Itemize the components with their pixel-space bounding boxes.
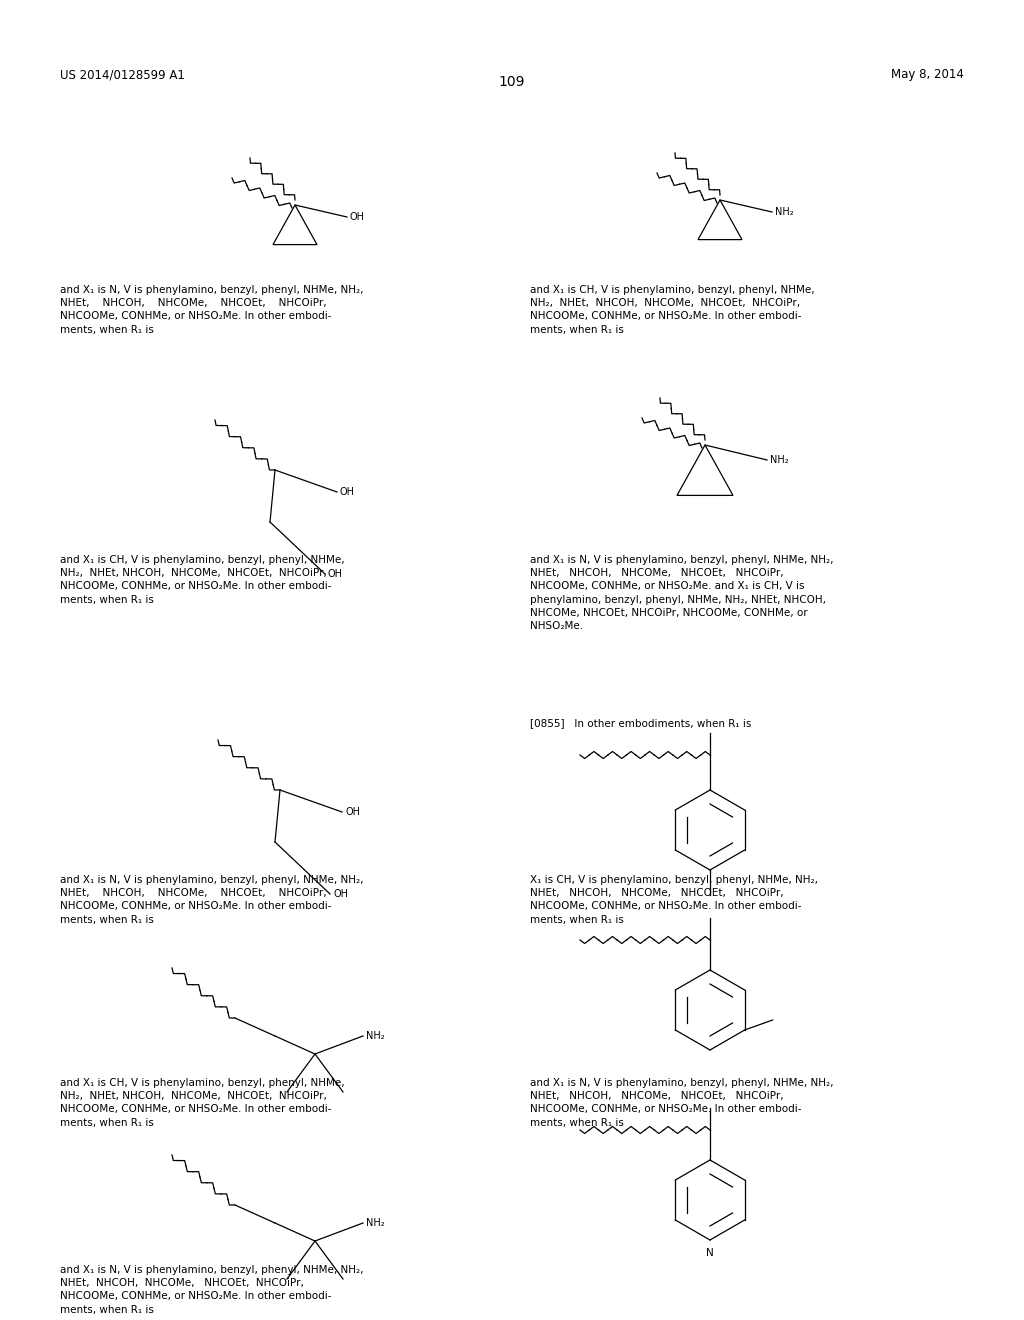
Text: OH: OH (340, 487, 355, 498)
Text: and X₁ is CH, V is phenylamino, benzyl, phenyl, NHMe,
NH₂,  NHEt, NHCOH,  NHCOMe: and X₁ is CH, V is phenylamino, benzyl, … (60, 554, 345, 605)
Text: US 2014/0128599 A1: US 2014/0128599 A1 (60, 69, 185, 81)
Text: NH₂: NH₂ (770, 455, 788, 465)
Text: NH₂: NH₂ (366, 1218, 385, 1228)
Text: and X₁ is N, V is phenylamino, benzyl, phenyl, NHMe, NH₂,
NHEt,   NHCOH,   NHCOM: and X₁ is N, V is phenylamino, benzyl, p… (530, 1078, 834, 1127)
Text: N: N (707, 1247, 714, 1258)
Text: and X₁ is N, V is phenylamino, benzyl, phenyl, NHMe, NH₂,
NHEt,   NHCOH,   NHCOM: and X₁ is N, V is phenylamino, benzyl, p… (530, 554, 834, 631)
Text: 109: 109 (499, 75, 525, 88)
Text: and X₁ is CH, V is phenylamino, benzyl, phenyl, NHMe,
NH₂,  NHEt, NHCOH,  NHCOMe: and X₁ is CH, V is phenylamino, benzyl, … (60, 1078, 345, 1127)
Text: and X₁ is CH, V is phenylamino, benzyl, phenyl, NHMe,
NH₂,  NHEt,  NHCOH,  NHCOM: and X₁ is CH, V is phenylamino, benzyl, … (530, 285, 815, 334)
Text: OH: OH (333, 888, 348, 899)
Text: and X₁ is N, V is phenylamino, benzyl, phenyl, NHMe, NH₂,
NHEt,  NHCOH,  NHCOMe,: and X₁ is N, V is phenylamino, benzyl, p… (60, 1265, 364, 1315)
Text: [0855]   In other embodiments, when R₁ is: [0855] In other embodiments, when R₁ is (530, 718, 752, 729)
Text: OH: OH (328, 569, 343, 579)
Text: OH: OH (350, 213, 365, 222)
Text: NH₂: NH₂ (775, 207, 794, 216)
Text: May 8, 2014: May 8, 2014 (891, 69, 964, 81)
Text: and X₁ is N, V is phenylamino, benzyl, phenyl, NHMe, NH₂,
NHEt,    NHCOH,    NHC: and X₁ is N, V is phenylamino, benzyl, p… (60, 285, 364, 334)
Text: X₁ is CH, V is phenylamino, benzyl, phenyl, NHMe, NH₂,
NHEt,   NHCOH,   NHCOMe, : X₁ is CH, V is phenylamino, benzyl, phen… (530, 875, 818, 924)
Text: and X₁ is N, V is phenylamino, benzyl, phenyl, NHMe, NH₂,
NHEt,    NHCOH,    NHC: and X₁ is N, V is phenylamino, benzyl, p… (60, 875, 364, 924)
Text: NH₂: NH₂ (366, 1031, 385, 1041)
Text: OH: OH (345, 807, 360, 817)
